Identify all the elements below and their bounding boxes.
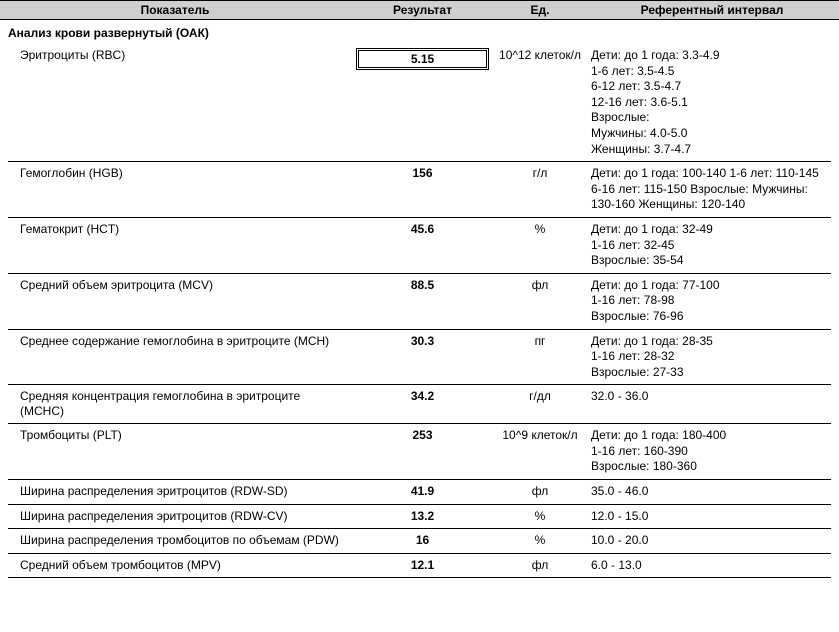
header-unit: Ед. [495,1,585,19]
reference-line: Взрослые: [591,110,831,126]
header-param: Показатель [0,1,350,19]
reference-line: 32.0 - 36.0 [591,389,831,405]
reference-line: 6.0 - 13.0 [591,558,831,574]
result-cell: 13.2 [350,509,495,523]
unit-cell: % [495,533,585,548]
result-cell: 253 [350,428,495,442]
result-cell: 12.1 [350,558,495,572]
reference-line: 10.0 - 20.0 [591,533,831,549]
reference-cell: 32.0 - 36.0 [585,389,831,405]
table-row: Ширина распределения эритроцитов (RDW-CV… [8,505,831,530]
reference-line: 12.0 - 15.0 [591,509,831,525]
unit-cell: г/л [495,166,585,181]
reference-cell: Дети: до 1 года: 28-351-16 лет: 28-32Взр… [585,334,831,381]
reference-line: Мужчины: 4.0-5.0 [591,126,831,142]
table-row: Средний объем эритроцита (MCV)88.5флДети… [8,274,831,330]
param-cell: Гемоглобин (HGB) [8,166,350,181]
unit-cell: 10^9 клеток/л [495,428,585,443]
param-cell: Среднее содержание гемоглобина в эритроц… [8,334,350,349]
reference-line: Дети: до 1 года: 3.3-4.9 [591,48,831,64]
reference-line: 1-6 лет: 3.5-4.5 [591,64,831,80]
unit-cell: пг [495,334,585,349]
section-title: Анализ крови развернутый (ОАК) [0,20,839,44]
reference-cell: 6.0 - 13.0 [585,558,831,574]
reference-line: Дети: до 1 года: 180-400 [591,428,831,444]
reference-line: Взрослые: 27-33 [591,365,831,381]
reference-cell: 12.0 - 15.0 [585,509,831,525]
result-cell: 34.2 [350,389,495,403]
reference-line: Дети: до 1 года: 100-140 1-6 лет: 110-14… [591,166,831,213]
reference-cell: 10.0 - 20.0 [585,533,831,549]
result-cell: 41.9 [350,484,495,498]
param-cell: Ширина распределения тромбоцитов по объе… [8,533,350,548]
reference-line: Дети: до 1 года: 28-35 [591,334,831,350]
table-row: Гемоглобин (HGB)156г/л Дети: до 1 года: 1… [8,162,831,218]
reference-line: 1-16 лет: 78-98 [591,293,831,309]
header-ref: Референтный интервал [585,1,839,19]
result-cell: 30.3 [350,334,495,348]
param-cell: Средний объем эритроцита (MCV) [8,278,350,293]
table-row: Гематокрит (HCT)45.6%Дети: до 1 года: 32… [8,218,831,274]
table-body: Эритроциты (RBC)5.1510^12 клеток/лДети: … [0,44,839,578]
table-row: Эритроциты (RBC)5.1510^12 клеток/лДети: … [8,44,831,162]
reference-line: Взрослые: 35-54 [591,253,831,269]
reference-line: 35.0 - 46.0 [591,484,831,500]
reference-cell: Дети: до 1 года: 77-1001-16 лет: 78-98Вз… [585,278,831,325]
reference-cell: Дети: до 1 года: 3.3-4.91-6 лет: 3.5-4.5… [585,48,831,157]
param-cell: Гематокрит (HCT) [8,222,350,237]
reference-line: Взрослые: 180-360 [591,459,831,475]
reference-cell: Дети: до 1 года: 180-4001-16 лет: 160-39… [585,428,831,475]
table-row: Среднее содержание гемоглобина в эритроц… [8,330,831,386]
result-cell: 5.15 [350,48,495,70]
param-cell: Средняя концентрация гемоглобина в эритр… [8,389,350,419]
result-value-boxed: 5.15 [356,48,489,70]
param-cell: Ширина распределения эритроцитов (RDW-CV… [8,509,350,524]
unit-cell: фл [495,484,585,499]
unit-cell: 10^12 клеток/л [495,48,585,63]
table-header: Показатель Результат Ед. Референтный инт… [0,0,839,20]
table-row: Ширина распределения тромбоцитов по объе… [8,529,831,554]
table-row: Тромбоциты (PLT)25310^9 клеток/лДети: до… [8,424,831,480]
reference-line: 1-16 лет: 32-45 [591,238,831,254]
reference-line: 1-16 лет: 160-390 [591,444,831,460]
unit-cell: % [495,509,585,524]
unit-cell: г/дл [495,389,585,404]
reference-cell: 35.0 - 46.0 [585,484,831,500]
result-cell: 45.6 [350,222,495,236]
param-cell: Средний объем тромбоцитов (MPV) [8,558,350,573]
reference-line: Дети: до 1 года: 32-49 [591,222,831,238]
table-row: Ширина распределения эритроцитов (RDW-SD… [8,480,831,505]
param-cell: Ширина распределения эритроцитов (RDW-SD… [8,484,350,499]
reference-line: 1-16 лет: 28-32 [591,349,831,365]
unit-cell: фл [495,278,585,293]
reference-line: 6-12 лет: 3.5-4.7 [591,79,831,95]
param-cell: Эритроциты (RBC) [8,48,350,63]
reference-cell: Дети: до 1 года: 100-140 1-6 лет: 110-14… [585,166,831,213]
result-cell: 156 [350,166,495,180]
reference-line: Дети: до 1 года: 77-100 [591,278,831,294]
table-row: Средний объем тромбоцитов (MPV)12.1фл 6.0… [8,554,831,579]
reference-cell: Дети: до 1 года: 32-491-16 лет: 32-45Взр… [585,222,831,269]
reference-line: Женщины: 3.7-4.7 [591,142,831,158]
table-row: Средняя концентрация гемоглобина в эритр… [8,385,831,424]
result-cell: 88.5 [350,278,495,292]
unit-cell: фл [495,558,585,573]
unit-cell: % [495,222,585,237]
result-cell: 16 [350,533,495,547]
param-cell: Тромбоциты (PLT) [8,428,350,443]
reference-line: Взрослые: 76-96 [591,309,831,325]
header-result: Результат [350,1,495,19]
reference-line: 12-16 лет: 3.6-5.1 [591,95,831,111]
